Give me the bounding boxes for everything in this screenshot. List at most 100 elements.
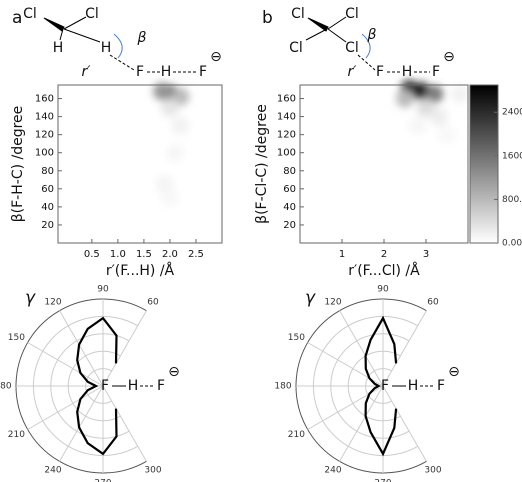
y-tick-label: 80	[41, 166, 54, 177]
annotation: ⊖	[168, 364, 180, 380]
x-tick-label: 2.5	[188, 249, 204, 260]
theta-tick-label: 180	[274, 382, 291, 392]
atom-label: ⊖	[210, 49, 222, 65]
polar-spoke	[339, 385, 384, 462]
polar-spoke	[27, 385, 104, 430]
annotation: γ	[305, 288, 316, 308]
colorbar-tick-label: 1600	[502, 151, 522, 161]
theta-tick-label: 150	[288, 333, 305, 343]
x-tick-label: 1.0	[110, 249, 126, 260]
density-cell	[160, 98, 179, 117]
y-tick-label: 120	[35, 130, 54, 141]
y-tick-label: 40	[283, 202, 296, 213]
y-tick-label: 140	[35, 112, 54, 123]
theta-tick-label: 300	[144, 466, 161, 476]
x-tick-label: 2.0	[162, 249, 178, 260]
atom-label: F	[432, 64, 440, 80]
density-layer	[396, 80, 469, 144]
atom-label: F	[136, 64, 144, 80]
polar-spoke	[382, 385, 427, 462]
theta-tick-label: 180	[0, 382, 12, 392]
polar-spoke	[27, 342, 104, 387]
y-axis-label: β(F-Cl-C) /degree	[254, 104, 270, 224]
annotation: H	[128, 378, 139, 394]
x-axis-label: r′(F...H) /Å	[106, 262, 175, 279]
theta-tick-label: 270	[374, 479, 391, 482]
panel-label: a	[12, 8, 22, 28]
colorbar-tick-label: 800.0	[502, 195, 522, 205]
density-cell	[438, 125, 456, 144]
theta-tick-label: 120	[324, 297, 341, 307]
x-tick-label: 1	[339, 249, 345, 260]
polar-spoke	[59, 310, 104, 387]
x-tick-label: 2	[381, 249, 387, 260]
atom-label: r′	[82, 64, 92, 80]
polar-spoke	[382, 310, 427, 387]
x-tick-label: 0.5	[84, 249, 100, 260]
density-cell	[396, 89, 414, 108]
theta-tick-label: 90	[377, 285, 389, 295]
atom-label: F	[376, 64, 384, 80]
atom-label: r′	[348, 64, 358, 80]
theta-tick-label: 60	[147, 297, 159, 307]
y-tick-label: 60	[283, 184, 296, 195]
theta-tick-label: 150	[8, 333, 25, 343]
y-tick-label: 20	[283, 220, 296, 231]
y-tick-label: 120	[277, 130, 296, 141]
atom-label: Cl	[345, 40, 359, 56]
x-axis-label: r′(F...Cl) /Å	[348, 262, 420, 279]
density-cell	[408, 116, 427, 135]
panel-label: b	[262, 8, 273, 28]
density-cell	[166, 143, 185, 162]
annotation: F	[437, 378, 445, 394]
theta-tick-label: 240	[44, 466, 61, 476]
theta-tick-label: 90	[97, 285, 109, 295]
theta-tick-label: 240	[324, 466, 341, 476]
density-cell	[155, 175, 174, 194]
atom-label: Cl	[85, 6, 99, 22]
polar-spoke	[102, 385, 147, 462]
atom-label: H	[101, 40, 112, 56]
y-tick-label: 20	[41, 220, 54, 231]
atom-label: F	[199, 64, 207, 80]
theta-tick-label: 120	[44, 297, 61, 307]
y-tick-label: 160	[277, 94, 296, 105]
density-cell	[429, 107, 448, 126]
theta-tick-label: 210	[288, 430, 305, 440]
annotation: F	[101, 378, 109, 394]
colorbar-tick-label: 2400	[502, 108, 522, 118]
annotation: F	[381, 378, 389, 394]
theta-tick-label: 270	[94, 479, 111, 482]
atom-label: H	[53, 40, 64, 56]
theta-tick-label: 300	[424, 466, 441, 476]
atom-label: Cl	[289, 40, 303, 56]
atom-label: Cl	[291, 6, 305, 22]
polar-line	[364, 315, 398, 457]
atom-label: H	[161, 64, 172, 80]
colorbar-tick-label: 0.000	[502, 239, 522, 249]
atom-label: Cl	[345, 6, 359, 22]
y-tick-label: 140	[277, 112, 296, 123]
molecule-bonds	[43, 16, 430, 73]
x-tick-label: 1.5	[136, 249, 152, 260]
plot-frame	[57, 84, 223, 244]
atom-label: ⊖	[443, 49, 455, 65]
atom-label: β	[137, 30, 147, 46]
polar-spoke	[102, 310, 147, 387]
density-cell	[171, 116, 190, 135]
y-tick-label: 100	[277, 148, 296, 159]
density-cell	[153, 82, 172, 101]
polar-line	[76, 316, 118, 456]
y-tick-label: 100	[35, 148, 54, 159]
annotation: F	[157, 378, 165, 394]
x-tick-label: 3	[423, 249, 429, 260]
colorbar	[469, 84, 499, 244]
density-cell	[450, 85, 469, 104]
y-tick-label: 160	[35, 94, 54, 105]
theta-tick-label: 60	[427, 297, 439, 307]
polar-spoke	[59, 385, 104, 462]
density-cell	[425, 85, 444, 104]
density-cell	[160, 188, 179, 207]
y-tick-label: 40	[41, 202, 54, 213]
